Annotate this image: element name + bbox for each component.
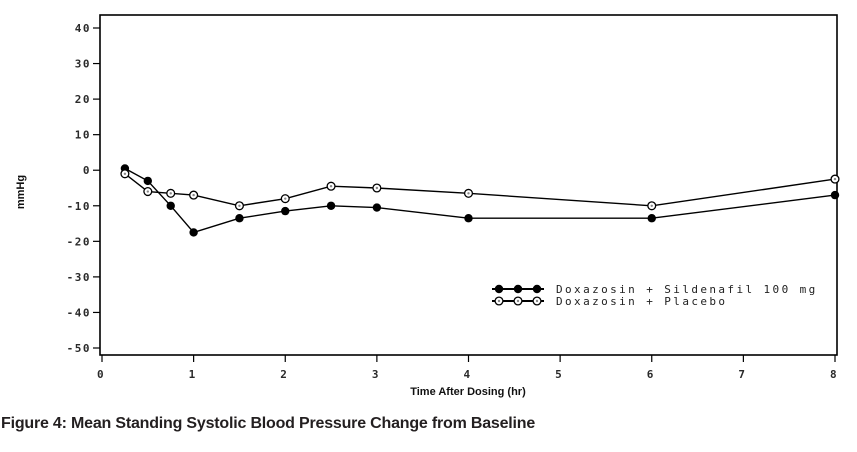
x-tick-label: 5 [555,368,563,381]
legend-marker-dot [535,299,539,303]
x-tick-label: 1 [189,368,197,381]
series-1-point-dot [467,192,470,195]
legend-marker-dot [516,299,520,303]
series-1-point-dot [123,172,127,175]
y-tick-label: 20 [75,93,91,106]
y-tick-label: -30 [67,271,91,284]
series-0-point [830,190,840,200]
series-0-point [189,228,198,237]
legend-marker-dot [497,299,501,303]
y-tick-label: 0 [83,164,91,177]
chart-canvas: mmHg Time After Dosing (hr) 403020100-10… [15,14,840,398]
series-1-point-dot [192,193,195,197]
figure-caption: Figure 4: Mean Standing Systolic Blood P… [1,415,536,432]
legend-marker [513,284,523,294]
series-0-point [143,176,153,186]
legend-marker [494,284,504,294]
series-1-point-dot [375,186,379,190]
y-tick-label: -10 [67,200,91,213]
plot-area: 40 30 20 10 0 -10 -20 -30 -40 -50 0 1 2 3 4 5 6 7 8 [67,14,840,381]
x-tick-label: 8 [830,368,838,381]
series-1-point-dot [169,192,172,195]
y-tick-label: -40 [67,306,91,319]
series-line-0 [124,167,836,234]
y-tick-label: -20 [67,235,91,248]
x-tick-label: 6 [647,368,655,381]
series-0-point [647,214,656,223]
series-1-point-dot [650,204,653,207]
series-0-point [235,214,244,223]
legend-marker [532,284,542,294]
y-tick-label: 10 [75,129,91,142]
x-tick-label: 7 [738,368,746,381]
series-0-point [464,214,473,223]
series-line-1 [124,173,836,207]
x-tick-label: 0 [97,368,105,381]
series-1-point-dot [329,185,333,188]
x-tick-label: 3 [372,368,380,381]
series-1-point-dot [284,197,287,200]
x-axis-title: Time After Dosing (hr) [410,386,526,398]
series-1-point-dot [238,204,241,207]
series-0-point [372,203,382,212]
x-tick-label: 2 [280,368,288,381]
y-axis-title: mmHg [15,175,27,209]
series-1-point-dot [833,177,837,181]
legend-label-1: Doxazosin + Placebo [556,295,727,308]
series-0-point [326,201,336,210]
series-1-point-dot [146,190,150,193]
y-tick-label: 30 [75,58,91,71]
y-tick-label: -50 [67,342,91,355]
series-0-point [166,201,175,210]
series-0-point [281,206,290,216]
x-tick-label: 4 [463,368,471,381]
y-tick-label: 40 [75,22,91,35]
legend-label-0: Doxazosin + Sildenafil 100 mg [556,283,818,296]
